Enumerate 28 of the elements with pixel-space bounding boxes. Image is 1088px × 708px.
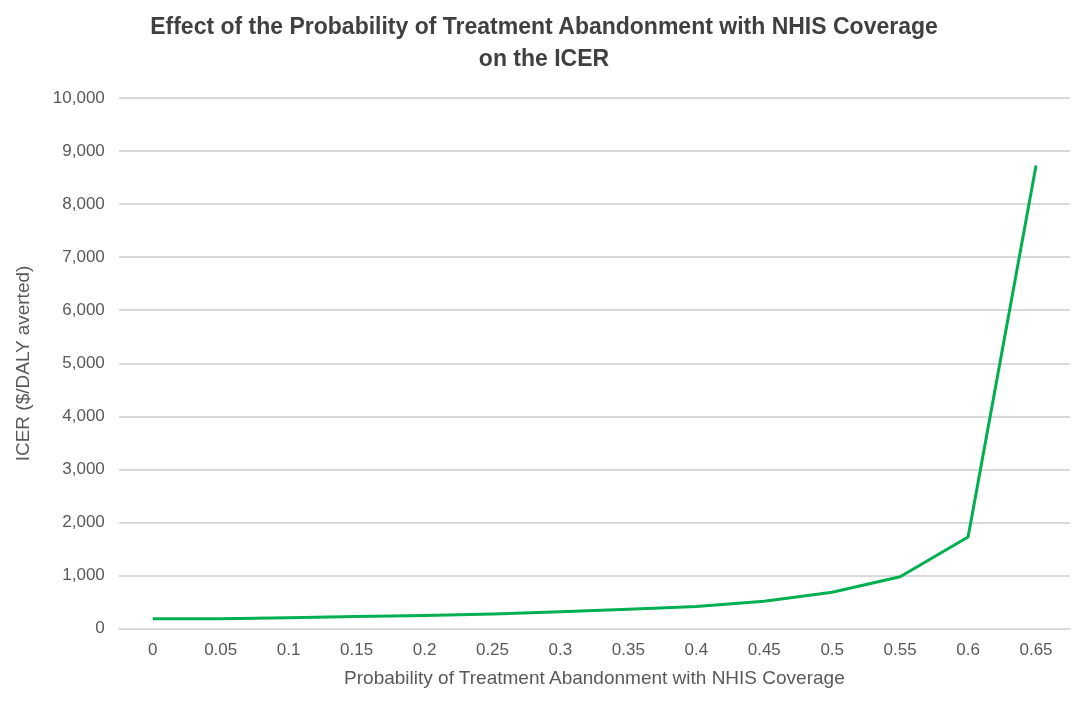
x-tick-label: 0.2 <box>412 639 437 659</box>
y-tick-label: 0 <box>95 618 105 638</box>
y-tick-label: 2,000 <box>62 512 105 532</box>
x-tick-label: 0.1 <box>276 639 301 659</box>
y-tick-label: 8,000 <box>62 194 105 214</box>
y-tick-label: 10,000 <box>52 87 105 107</box>
x-tick-label: 0.25 <box>475 639 510 659</box>
x-tick-label: 0 <box>148 639 158 659</box>
y-tick-label: 4,000 <box>62 406 105 426</box>
y-tick-label: 3,000 <box>62 459 105 479</box>
x-tick-label: 0.65 <box>1019 639 1053 659</box>
x-tick-label: 0.55 <box>883 639 917 659</box>
y-tick-label: 9,000 <box>62 140 105 160</box>
x-tick-label: 0.3 <box>548 639 573 659</box>
y-tick-label: 1,000 <box>62 565 105 585</box>
x-axis-title: Probability of Treatment Abandonment with NHIS Coverage <box>344 666 845 688</box>
y-tick-label: 5,000 <box>62 353 105 373</box>
y-axis-title: ICER ($/DALY averted) <box>11 265 33 462</box>
y-tick-label: 6,000 <box>62 300 105 320</box>
x-tick-label: 0.5 <box>820 639 845 659</box>
x-tick-label: 0.15 <box>340 639 374 659</box>
x-tick-label: 0.35 <box>611 639 645 659</box>
x-tick-label: 0.45 <box>747 639 781 659</box>
y-tick-label: 7,000 <box>62 247 105 267</box>
x-tick-label: 0.4 <box>684 639 709 659</box>
chart-title: Effect of the Probability of Treatment Abandonment with NHIS Coverage on the ICER <box>149 12 939 73</box>
x-tick-label: 0.6 <box>956 639 980 659</box>
x-tick-label: 0.05 <box>204 639 238 659</box>
